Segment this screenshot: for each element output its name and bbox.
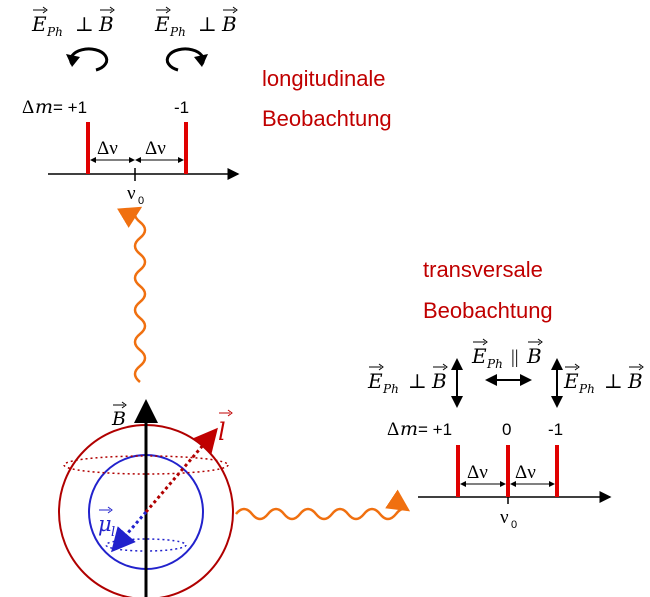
e-ph-symbol: E xyxy=(154,12,170,36)
delta-m-plus1: = +1 xyxy=(53,98,87,117)
spectral-line-plus1 xyxy=(456,445,460,497)
longitudinal-line1: longitudinale xyxy=(262,66,386,91)
e-ph-subscript: Ph xyxy=(169,25,186,39)
perp-symbol: ⊥ xyxy=(604,371,623,393)
e-ph-subscript: Ph xyxy=(486,357,503,371)
e-ph-subscript: Ph xyxy=(382,382,399,396)
vector-arrow-head xyxy=(378,363,384,371)
nu0-symbol: ν xyxy=(500,507,509,528)
vector-arrow-head xyxy=(482,338,488,346)
nu0-symbol: ν xyxy=(127,183,136,204)
transversal-line1: transversale xyxy=(423,257,543,282)
e-ph-symbol: E xyxy=(471,344,487,368)
mu-subscript: l xyxy=(111,525,115,540)
spectral-line-minus1 xyxy=(184,122,188,174)
perp-symbol: ⊥ xyxy=(408,371,427,393)
spectral-line-plus1 xyxy=(86,122,90,174)
top-delta-m-labels: Δ m = +1 -1 xyxy=(22,96,189,118)
e-ph-symbol: E xyxy=(367,369,383,393)
longitudinal-line2: Beobachtung xyxy=(262,106,392,131)
b-symbol: B xyxy=(221,12,237,36)
e-ph-subscript: Ph xyxy=(578,382,595,396)
spectral-line-zero xyxy=(506,445,510,497)
delta-m-zero: 0 xyxy=(502,420,511,439)
m-symbol: m xyxy=(35,96,53,118)
l-vector-label: l xyxy=(218,418,226,446)
longitudinal-label: longitudinale Beobachtung xyxy=(262,66,392,131)
delta-m-plus1: = +1 xyxy=(418,420,452,439)
b-symbol: B xyxy=(431,369,447,393)
perp-symbol: ⊥ xyxy=(198,14,217,36)
mu-vector-label: μ xyxy=(98,512,112,536)
vector-arrow-head xyxy=(232,6,238,14)
e-ph-subscript: Ph xyxy=(46,25,63,39)
delta-symbol: Δ xyxy=(387,419,399,440)
mu-vector-arrow xyxy=(111,511,148,553)
vector-arrow-head xyxy=(442,363,448,371)
vector-arrow-head xyxy=(537,338,543,346)
circular-arrow-right-icon xyxy=(165,47,208,72)
vector-arrow-head xyxy=(227,409,233,417)
vector-arrow-head xyxy=(107,506,113,514)
delta-m-minus1: -1 xyxy=(548,420,563,439)
nu0-subscript: 0 xyxy=(138,195,144,207)
photon-wave-horizontal xyxy=(235,489,411,521)
b-axis-label: B xyxy=(111,408,126,430)
top-spectrum: Δν Δν ν 0 xyxy=(48,122,240,207)
transversal-polarization-right: E Ph ⊥ B xyxy=(551,358,644,408)
parallel-symbol: || xyxy=(511,347,519,368)
transversal-polarization-center: E Ph || B xyxy=(471,338,543,386)
vector-arrow-head xyxy=(574,363,580,371)
vector-arrow-head xyxy=(121,401,127,409)
b-symbol: B xyxy=(98,12,114,36)
e-ph-symbol: E xyxy=(31,12,47,36)
vector-arrow-head xyxy=(109,6,115,14)
atom-model: B l μ l xyxy=(58,399,234,597)
transversal-label: transversale Beobachtung xyxy=(423,257,553,323)
transversal-line2: Beobachtung xyxy=(423,298,553,323)
delta-nu-label: Δν xyxy=(145,138,166,159)
delta-nu-label: Δν xyxy=(515,462,536,483)
delta-nu-label: Δν xyxy=(97,138,118,159)
l-vector-arrow xyxy=(144,427,218,513)
photon-wave-vertical xyxy=(117,206,147,383)
perp-symbol: ⊥ xyxy=(75,14,94,36)
delta-m-minus1: -1 xyxy=(174,98,189,117)
m-symbol: m xyxy=(400,418,418,440)
top-polarization-left: E Ph ⊥ B xyxy=(31,6,115,39)
delta-symbol: Δ xyxy=(22,97,34,118)
transversal-spectrum: Δν Δν ν 0 xyxy=(418,445,612,531)
vector-arrow-head xyxy=(42,6,48,14)
vector-arrow-head xyxy=(165,6,171,14)
vector-arrow-head xyxy=(638,363,644,371)
b-symbol: B xyxy=(627,369,643,393)
delta-nu-label: Δν xyxy=(467,462,488,483)
circular-arrow-left-icon xyxy=(66,47,109,72)
spectral-line-minus1 xyxy=(555,445,559,497)
transversal-polarization-left: E Ph ⊥ B xyxy=(367,358,463,408)
b-symbol: B xyxy=(526,344,542,368)
nu0-subscript: 0 xyxy=(511,519,517,531)
e-ph-symbol: E xyxy=(563,369,579,393)
top-polarization-right: E Ph ⊥ B xyxy=(154,6,238,39)
transversal-delta-m-labels: Δ m = +1 0 -1 xyxy=(387,418,563,440)
